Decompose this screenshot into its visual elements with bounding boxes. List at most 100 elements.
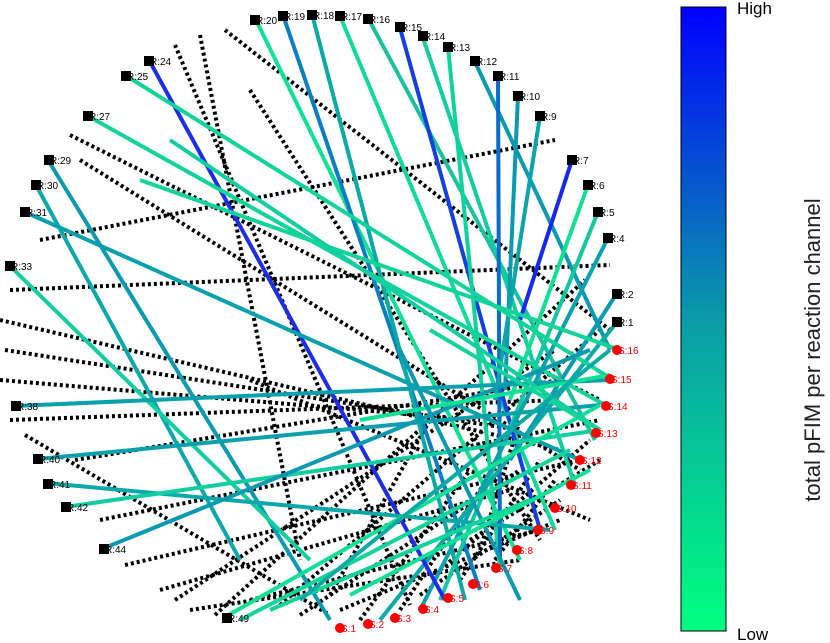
reaction-node-marker bbox=[443, 42, 453, 52]
species-node-label: S:16 bbox=[618, 346, 639, 357]
reaction-node-label: R:27 bbox=[89, 112, 111, 123]
reaction-node-label: R:11 bbox=[499, 72, 520, 83]
reaction-node-marker bbox=[395, 22, 405, 32]
reaction-node-label: R:14 bbox=[424, 32, 446, 43]
species-node-marker bbox=[512, 545, 522, 555]
reaction-node-label: R:30 bbox=[37, 181, 59, 192]
species-node-marker bbox=[491, 563, 501, 573]
reaction-node-label: R:12 bbox=[476, 57, 498, 68]
reaction-node-marker bbox=[250, 15, 260, 25]
reaction-node-marker bbox=[535, 111, 545, 121]
reaction-node-marker bbox=[83, 111, 93, 121]
reaction-node-marker bbox=[61, 502, 71, 512]
species-node-marker bbox=[363, 619, 373, 629]
colorbar: High Low total pFIM per reaction channel bbox=[680, 0, 825, 643]
reaction-node-label: R:31 bbox=[26, 208, 48, 219]
species-node-label: S:7 bbox=[497, 564, 512, 575]
reaction-node-marker bbox=[44, 155, 54, 165]
reaction-node-marker bbox=[363, 14, 373, 24]
reaction-node-marker bbox=[513, 91, 523, 101]
reaction-node-label: R:7 bbox=[573, 156, 589, 167]
species-node-marker bbox=[591, 428, 601, 438]
colorbar-low-label: Low bbox=[737, 625, 769, 643]
species-node-marker bbox=[335, 623, 345, 633]
colorbar-high-label: High bbox=[737, 0, 772, 18]
species-node-marker bbox=[612, 345, 622, 355]
reaction-node-label: R:5 bbox=[599, 208, 615, 219]
reaction-node-marker bbox=[43, 479, 53, 489]
reaction-node-marker bbox=[567, 155, 577, 165]
species-node-label: S:11 bbox=[572, 481, 592, 492]
reaction-nodes: R:20 R:19 R:18 R:17 R:16 R:15R:14R:13 R:12R:11… bbox=[5, 10, 634, 625]
species-node-marker bbox=[550, 503, 560, 513]
reaction-node-marker bbox=[5, 261, 15, 271]
reaction-node-marker bbox=[222, 613, 232, 623]
reaction-node-label: R:42 bbox=[67, 503, 89, 514]
reaction-node-marker bbox=[121, 71, 131, 81]
reaction-node-marker bbox=[307, 10, 317, 20]
reaction-node-label: R:29 bbox=[50, 156, 72, 167]
reaction-node-label: R:2 bbox=[618, 290, 634, 301]
species-node-marker bbox=[443, 593, 453, 603]
reaction-node-label: R:18 bbox=[313, 11, 335, 22]
species-node-marker bbox=[418, 604, 428, 614]
colorbar-gradient bbox=[680, 6, 727, 632]
reaction-node-label: R:49 bbox=[228, 614, 250, 625]
species-node-label: S:5 bbox=[449, 594, 464, 605]
species-node-marker bbox=[390, 613, 400, 623]
reaction-node-label: R:41 bbox=[49, 480, 71, 491]
reaction-node-marker bbox=[612, 317, 622, 327]
species-node-label: S:4 bbox=[424, 605, 439, 616]
reaction-node-marker bbox=[278, 11, 288, 21]
reaction-node-marker bbox=[335, 11, 345, 21]
species-node-label: S:13 bbox=[597, 429, 618, 440]
reaction-node-label: R:19 bbox=[284, 12, 306, 23]
species-node-label: S:8 bbox=[518, 546, 533, 557]
reaction-node-marker bbox=[593, 207, 603, 217]
reaction-node-marker bbox=[418, 31, 428, 41]
reaction-node-label: R:25 bbox=[127, 72, 149, 83]
species-node-label: S:1 bbox=[341, 624, 356, 635]
reaction-node-marker bbox=[11, 401, 21, 411]
reaction-node-label: R:33 bbox=[11, 262, 33, 273]
reaction-node-label: R:17 bbox=[341, 12, 363, 23]
reaction-node-marker bbox=[612, 289, 622, 299]
species-node-marker bbox=[566, 480, 576, 490]
species-node-label: S:12 bbox=[581, 456, 602, 467]
reaction-node-label: R:40 bbox=[39, 455, 61, 466]
species-node-label: S:3 bbox=[396, 614, 411, 625]
species-node-label: S:2 bbox=[369, 620, 384, 631]
reaction-node-marker bbox=[144, 56, 154, 66]
reaction-node-label: R:44 bbox=[105, 545, 127, 556]
reaction-node-label: R:9 bbox=[541, 112, 557, 123]
reaction-node-marker bbox=[493, 71, 503, 81]
reaction-node-label: R:10 bbox=[519, 92, 541, 103]
reaction-node-marker bbox=[33, 454, 43, 464]
species-node-label: S:10 bbox=[556, 504, 577, 515]
species-node-marker bbox=[533, 525, 543, 535]
reaction-node-label: R:15 bbox=[401, 23, 423, 34]
species-node-label: S:14 bbox=[607, 402, 628, 413]
reaction-node-marker bbox=[99, 544, 109, 554]
species-node-marker bbox=[605, 374, 615, 384]
reaction-node-marker bbox=[603, 233, 613, 243]
colorbar-title: total pFIM per reaction channel bbox=[800, 198, 825, 501]
species-node-label: S:15 bbox=[611, 375, 632, 386]
reaction-node-label: R:20 bbox=[256, 16, 278, 27]
species-node-marker bbox=[601, 401, 611, 411]
reaction-node-label: R:1 bbox=[618, 318, 634, 329]
reaction-node-label: R:24 bbox=[150, 57, 172, 68]
species-node-label: S:6 bbox=[474, 580, 489, 591]
colored-edges bbox=[8, 13, 621, 622]
reaction-node-marker bbox=[31, 180, 41, 190]
species-node-marker bbox=[575, 455, 585, 465]
reaction-node-marker bbox=[583, 180, 593, 190]
reaction-node-label: R:38 bbox=[17, 402, 39, 413]
reaction-node-label: R:6 bbox=[589, 181, 605, 192]
species-node-label: S:9 bbox=[539, 526, 554, 537]
reaction-node-label: R:13 bbox=[449, 43, 471, 54]
species-nodes: S:16 S:15 S:14 S:13 S:12 S:11 S:10S:9 S:8 S:7 S:6… bbox=[335, 345, 639, 635]
species-node-marker bbox=[468, 579, 478, 589]
reaction-node-marker bbox=[470, 56, 480, 66]
